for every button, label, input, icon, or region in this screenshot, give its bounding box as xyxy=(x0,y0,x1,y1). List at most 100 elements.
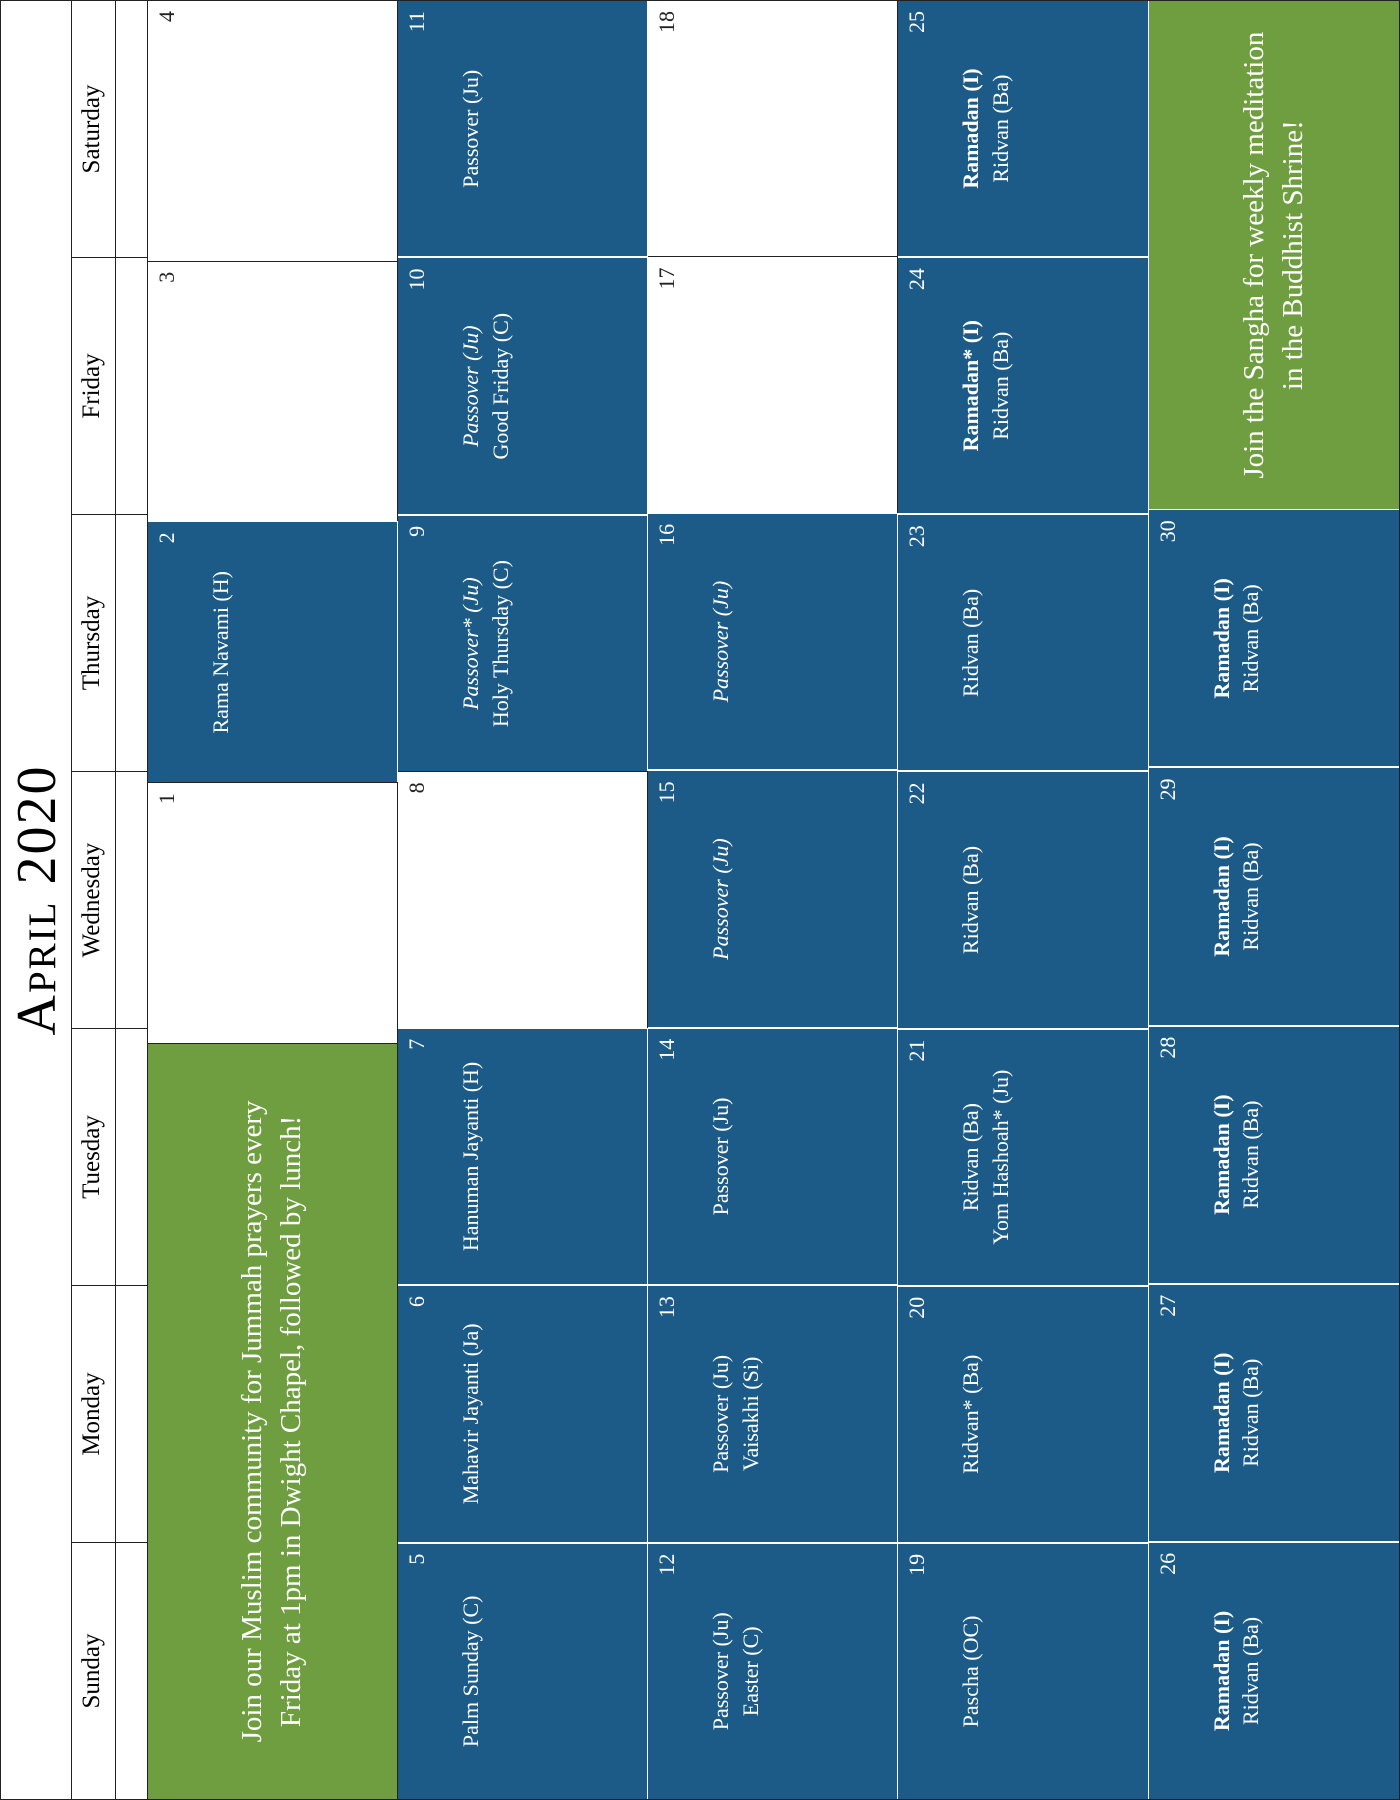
week-row: Join our Muslim community for Jummah pra… xyxy=(148,1,398,1799)
day-cell: 15 Passover (Ju) xyxy=(648,770,898,1027)
spacer-cell xyxy=(116,1028,148,1285)
day-cell: 11 Passover (Ju) xyxy=(398,1,648,257)
event-item: Ridvan (Ba) xyxy=(1236,510,1266,766)
event-item: Good Friday (C) xyxy=(486,258,516,513)
spacer-cell xyxy=(116,1,148,257)
day-number: 27 xyxy=(1155,1295,1181,1317)
event-item: Ridvan (Ba) xyxy=(1236,1543,1266,1799)
event-item: Pascha (OC) xyxy=(956,1544,986,1799)
event-item: Palm Sunday (C) xyxy=(456,1544,486,1799)
day-cell: 19Pascha (OC) xyxy=(898,1543,1148,1799)
event-list: Ramadan (I)Ridvan (Ba) xyxy=(1207,1027,1266,1283)
spacer-cell xyxy=(116,257,148,514)
event-list: Hanuman Jayanti (H) xyxy=(456,1029,486,1284)
day-cell: 5 Palm Sunday (C) xyxy=(398,1543,648,1799)
event-item: Easter (C) xyxy=(736,1544,766,1799)
event-item: Ramadan (I) xyxy=(1207,768,1237,1024)
event-list: Ramadan (I)Ridvan (Ba) xyxy=(1207,1543,1266,1799)
event-list: Rama Navami (H) xyxy=(206,522,236,782)
event-list: Passover (Ju)Good Friday (C) xyxy=(456,258,515,513)
day-number: 30 xyxy=(1155,520,1181,542)
event-item: Ramadan (I) xyxy=(1207,510,1237,766)
event-item: Passover (Ju) xyxy=(456,1,486,256)
day-number: 11 xyxy=(404,11,430,32)
spacer-cell xyxy=(116,514,148,771)
month-title: April 2020 xyxy=(1,1,72,1799)
event-list: Ramadan (I)Ridvan (Ba) xyxy=(1207,510,1266,766)
day-number: 25 xyxy=(904,11,930,33)
event-item: Yom Hashoah* (Ju) xyxy=(986,1030,1016,1285)
spacer-cell xyxy=(116,1285,148,1542)
event-item: Ridvan (Ba) xyxy=(956,1030,986,1285)
event-list: Passover (Ju)Vaisakhi (Si) xyxy=(706,1286,765,1541)
week-row: 5Palm Sunday (C)6Mahavir Jayanti (Ja)7Ha… xyxy=(398,1,648,1799)
event-list: Ridvan (Ba) xyxy=(956,515,986,770)
event-list: Pascha (OC) xyxy=(956,1544,986,1799)
event-list: Passover (Ju) xyxy=(706,514,736,769)
event-item: Ridvan* (Ba) xyxy=(956,1287,986,1542)
day-number: 5 xyxy=(404,1554,430,1565)
day-cell: 20 Ridvan* (Ba) xyxy=(898,1286,1148,1543)
day-number: 10 xyxy=(404,268,430,290)
day-number: 8 xyxy=(404,782,430,793)
event-list: Ridvan (Ba)Yom Hashoah* (Ju) xyxy=(956,1030,1015,1285)
day-number: 15 xyxy=(654,781,680,803)
day-number: 17 xyxy=(654,267,680,289)
event-list: Passover (Ju) xyxy=(706,771,736,1026)
announcement-banner: Join the Sangha for weekly meditation in… xyxy=(1149,1,1399,509)
day-cell: 30 Ramadan (I)Ridvan (Ba) xyxy=(1149,509,1399,767)
event-item: Passover (Ju) xyxy=(706,771,736,1026)
day-cell: 12 Passover (Ju)Easter (C) xyxy=(648,1543,898,1799)
day-cell: 26Ramadan (I)Ridvan (Ba) xyxy=(1149,1542,1399,1799)
dow-header: Saturday xyxy=(72,1,116,257)
day-cell: 27 Ramadan (I)Ridvan (Ba) xyxy=(1149,1284,1399,1542)
event-list: Ramadan (I)Ridvan (Ba) xyxy=(1207,1285,1266,1541)
day-cell: 16 Passover (Ju) xyxy=(648,513,898,770)
day-cell: 29 Ramadan (I)Ridvan (Ba) xyxy=(1149,767,1399,1025)
weeks-grid: Join our Muslim community for Jummah pra… xyxy=(148,1,1399,1799)
day-number: 20 xyxy=(904,1297,930,1319)
event-list: Ramadan* (I)Ridvan (Ba) xyxy=(956,258,1015,513)
day-number: 14 xyxy=(654,1039,680,1061)
event-list: Passover (Ju)Easter (C) xyxy=(706,1544,765,1799)
day-cell: 25 Ramadan (I)Ridvan (Ba) xyxy=(898,1,1148,257)
day-number: 23 xyxy=(904,525,930,547)
day-cell: 23 Ridvan (Ba) xyxy=(898,514,1148,771)
day-number: 7 xyxy=(404,1039,430,1050)
day-number: 16 xyxy=(654,524,680,546)
day-cell: 8 xyxy=(398,771,648,1027)
event-item: Passover (Ju) xyxy=(706,1286,736,1541)
event-list: Ramadan (I)Ridvan (Ba) xyxy=(956,1,1015,256)
day-cell: 14Passover (Ju) xyxy=(648,1028,898,1285)
day-number: 18 xyxy=(654,11,680,33)
event-item: Ridvan (Ba) xyxy=(1236,1027,1266,1283)
day-cell: 28Ramadan (I)Ridvan (Ba) xyxy=(1149,1026,1399,1284)
event-item: Ridvan (Ba) xyxy=(986,258,1016,513)
dow-header: Wednesday xyxy=(72,771,116,1028)
dow-header: Friday xyxy=(72,257,116,514)
event-item: Passover* (Ju) xyxy=(456,516,486,771)
day-number: 21 xyxy=(904,1040,930,1062)
dow-header: Tuesday xyxy=(72,1028,116,1285)
day-number: 9 xyxy=(404,526,430,537)
event-item: Vaisakhi (Si) xyxy=(736,1286,766,1541)
event-item: Ridvan (Ba) xyxy=(1236,768,1266,1024)
week-row: 19Pascha (OC) 20 Ridvan* (Ba) 21 Ridvan (Ba)… xyxy=(898,1,1148,1799)
event-list: Ridvan (Ba) xyxy=(956,772,986,1027)
event-item: Passover (Ju) xyxy=(706,514,736,769)
day-cell: 17 xyxy=(648,256,898,512)
day-number: 29 xyxy=(1155,778,1181,800)
dow-header: Monday xyxy=(72,1285,116,1542)
day-of-week-row: SundayMondayTuesdayWednesdayThursdayFrid… xyxy=(72,1,116,1799)
event-list: Ridvan* (Ba) xyxy=(956,1287,986,1542)
spacer-cell xyxy=(116,771,148,1028)
spacer-cell xyxy=(116,1542,148,1799)
day-number: 12 xyxy=(654,1554,680,1576)
event-list: Mahavir Jayanti (Ja) xyxy=(456,1286,486,1541)
day-cell: 10 Passover (Ju)Good Friday (C) xyxy=(398,257,648,514)
event-item: Ridvan (Ba) xyxy=(1236,1285,1266,1541)
day-cell: 4 xyxy=(148,1,398,261)
event-list: Ramadan (I)Ridvan (Ba) xyxy=(1207,768,1266,1024)
event-item: Ridvan (Ba) xyxy=(956,515,986,770)
day-number: 24 xyxy=(904,268,930,290)
